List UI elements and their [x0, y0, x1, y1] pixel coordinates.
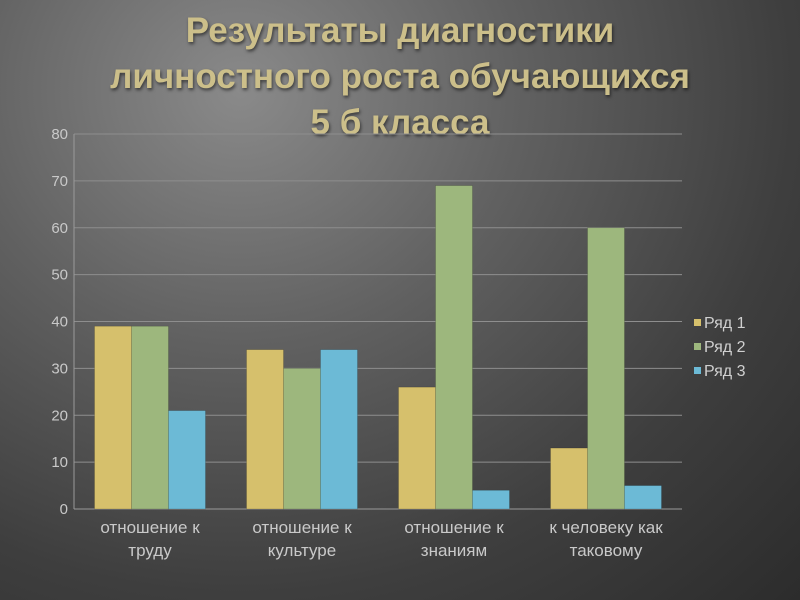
x-category-label: культуре — [268, 541, 336, 560]
bar-ряд-3-1 — [168, 410, 206, 510]
bar-ряд-1-2 — [246, 349, 284, 510]
x-category-label: отношение к — [404, 518, 504, 537]
y-tick-label: 20 — [51, 407, 68, 424]
y-tick-label: 10 — [51, 454, 68, 471]
bar-ряд-3-2 — [320, 349, 358, 510]
bar-ряд-1-4 — [550, 447, 588, 510]
y-tick-label: 40 — [51, 314, 68, 331]
bar-ряд-2-1 — [131, 325, 169, 510]
title-line-2: личностного роста обучающихся — [110, 57, 690, 96]
x-category-label: труду — [128, 541, 172, 560]
x-category-label: отношение к — [100, 518, 200, 537]
y-tick-label: 30 — [51, 360, 68, 377]
legend-swatch — [694, 367, 701, 374]
x-category-label: таковому — [570, 541, 643, 560]
bar-ряд-3-3 — [472, 489, 510, 510]
legend-label: Ряд 3 — [704, 363, 746, 380]
x-category-label: отношение к — [252, 518, 352, 537]
legend-label: Ряд 1 — [704, 315, 746, 332]
bar-ряд-1-3 — [398, 386, 436, 510]
title-line-1: Результаты диагностики — [185, 11, 615, 50]
bar-ряд-2-4 — [587, 227, 625, 510]
bar-ряд-1-1 — [94, 325, 132, 510]
legend-label: Ряд 2 — [704, 339, 746, 356]
y-tick-label: 70 — [51, 173, 68, 190]
bar-ряд-2-3 — [435, 185, 473, 510]
x-category-label: знаниям — [421, 541, 487, 560]
bar-ряд-3-4 — [624, 485, 662, 510]
chart-title: Результаты диагностики личностного роста… — [0, 8, 800, 146]
y-tick-label: 0 — [60, 501, 68, 518]
title-line-3: 5 б класса — [310, 103, 490, 142]
bar-ряд-2-2 — [283, 368, 321, 510]
y-tick-label: 60 — [51, 220, 68, 237]
x-category-label: к человеку как — [549, 518, 663, 537]
legend-swatch — [694, 319, 701, 326]
y-tick-label: 80 — [51, 126, 68, 143]
legend-swatch — [694, 343, 701, 350]
y-tick-label: 50 — [51, 267, 68, 284]
